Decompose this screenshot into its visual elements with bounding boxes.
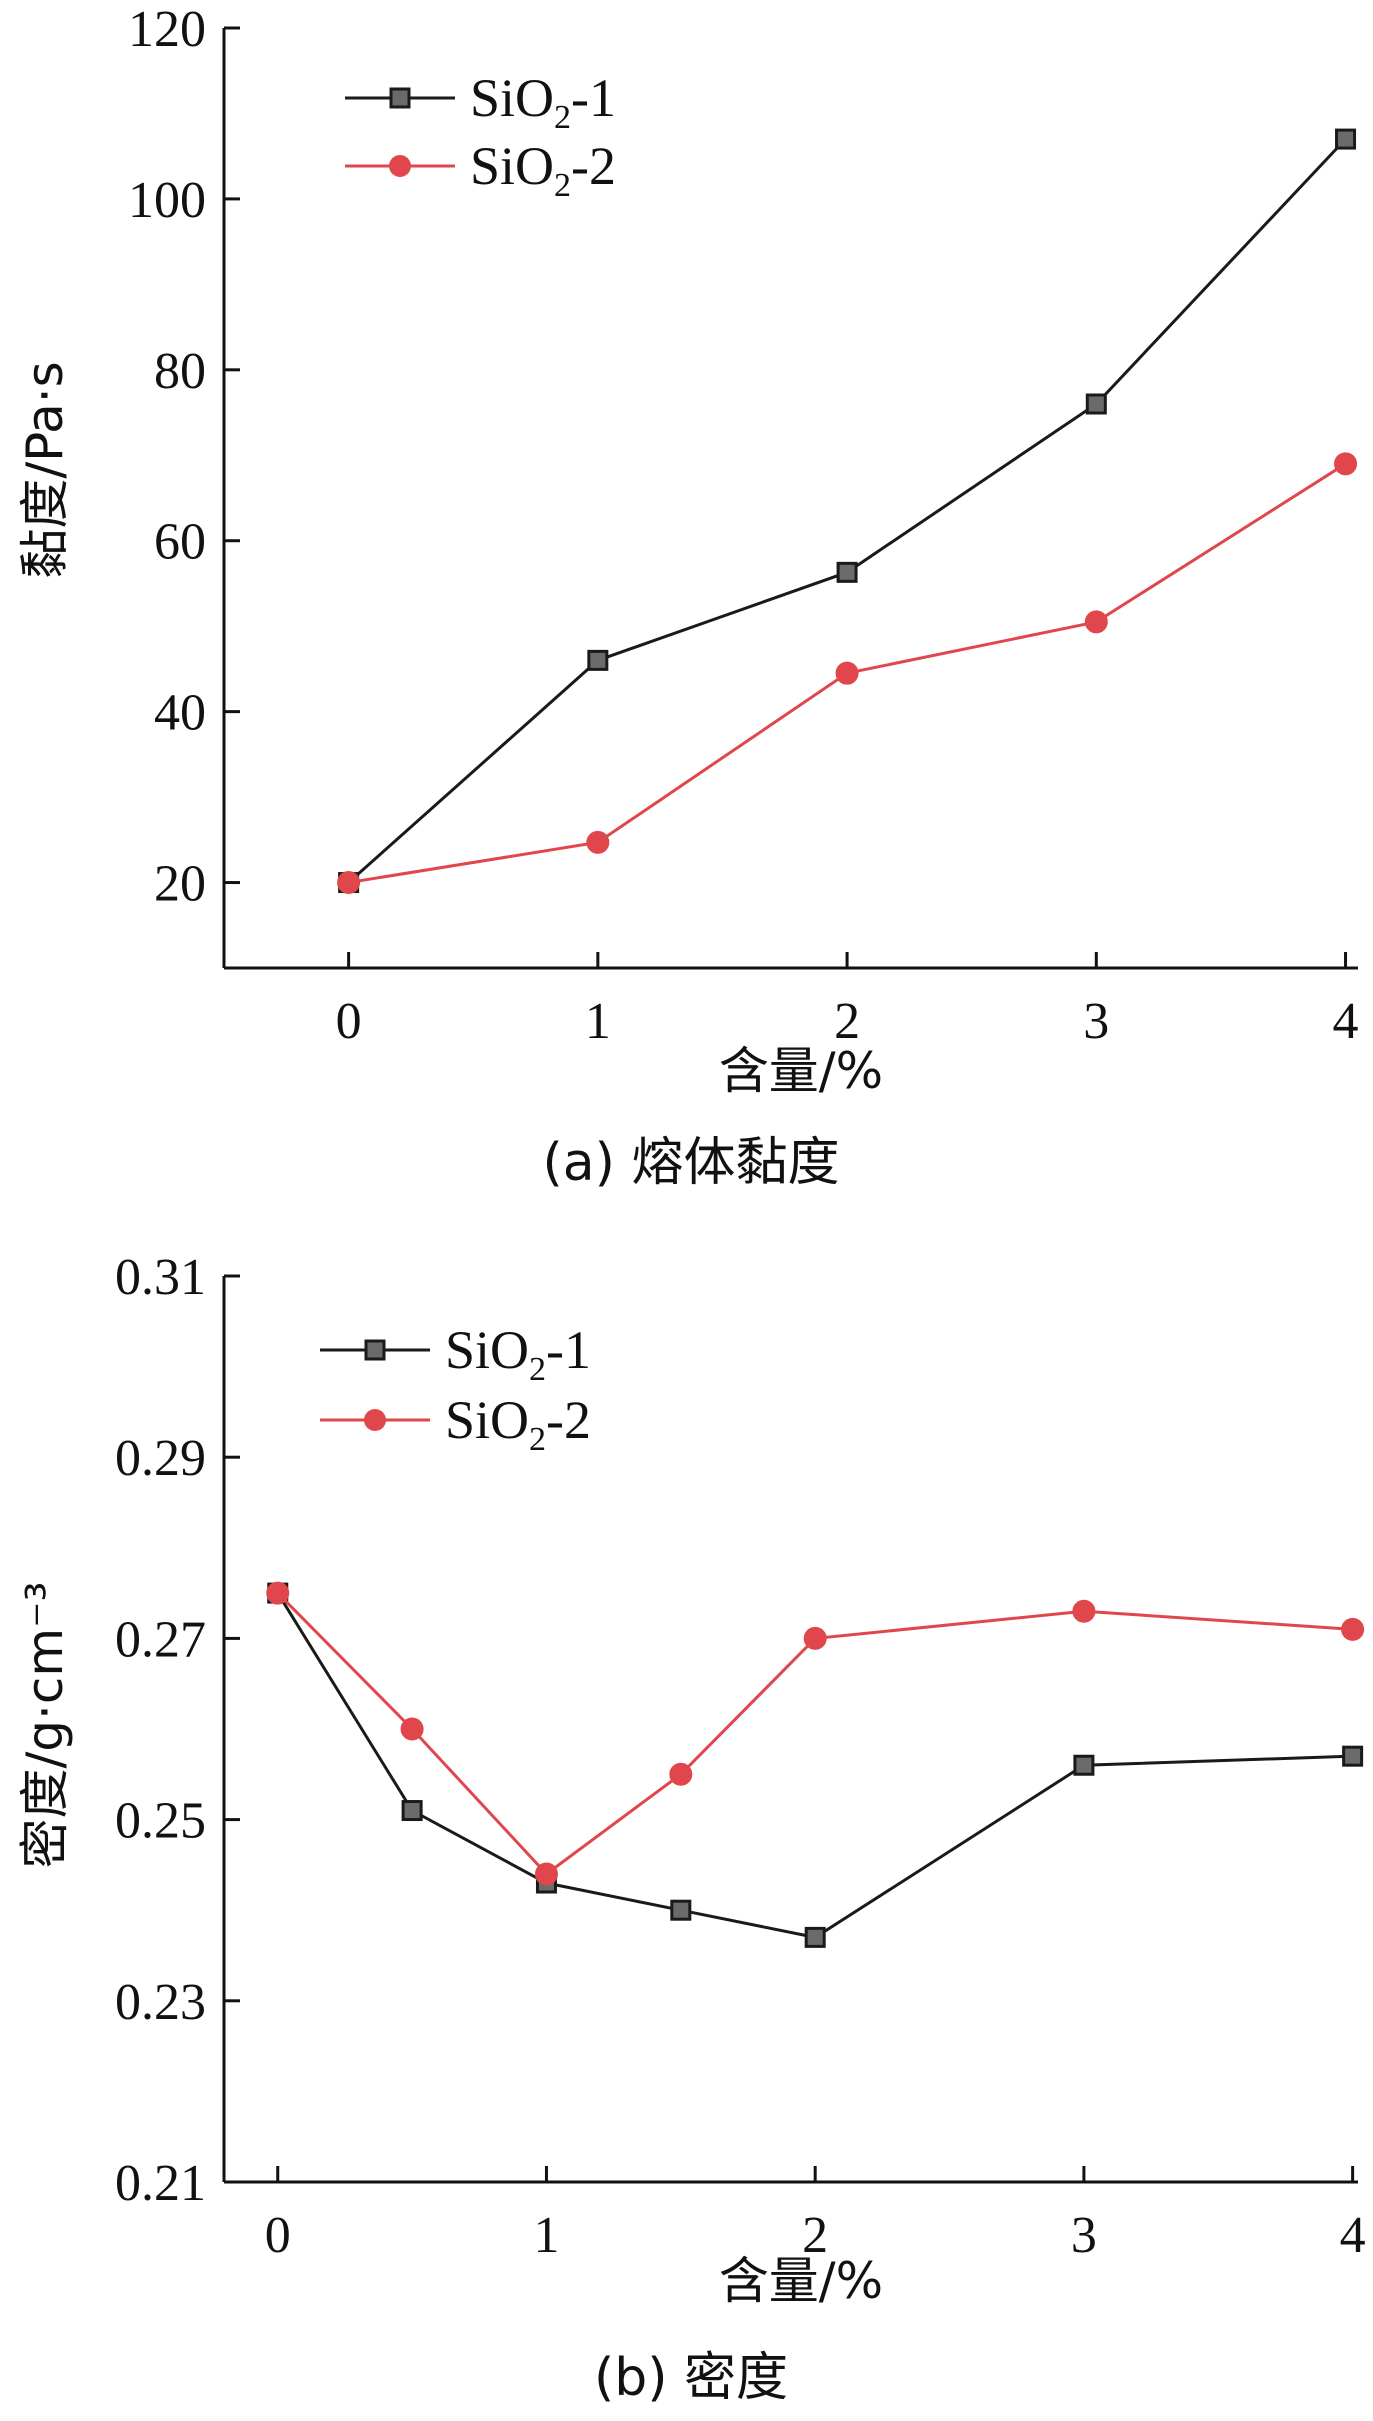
x-axis-title: 含量/% — [719, 2252, 883, 2310]
legend-label-suffix: -1 — [571, 68, 616, 128]
data-point-series-2 — [337, 871, 361, 895]
y-tick-label: 0.25 — [115, 1793, 206, 1850]
data-point-series-2 — [1084, 610, 1108, 634]
legend-label-subscript: 2 — [554, 99, 571, 136]
legend-marker — [389, 155, 411, 177]
y-axis-title: 黏度/Pa·s — [16, 361, 74, 578]
data-point-series-2 — [1341, 1617, 1365, 1641]
legend-label-base: SiO — [445, 1320, 529, 1380]
data-point-series-1 — [1342, 1745, 1364, 1767]
chart-caption: (b) 密度 — [594, 2348, 788, 2408]
legend-entry-1: SiO2-1 — [345, 68, 616, 136]
data-point-series-1 — [836, 561, 858, 583]
x-tick-label: 4 — [1340, 2207, 1366, 2264]
series-line-1 — [347, 138, 1347, 884]
y-tick-label: 100 — [128, 172, 206, 229]
legend-marker — [364, 1409, 386, 1431]
data-point-series-2 — [266, 1581, 290, 1605]
y-tick-label: 0.21 — [115, 2155, 206, 2212]
legend-label: SiO2-1 — [470, 68, 616, 136]
data-point-series-2 — [1334, 452, 1358, 476]
chart-density: 0.21 0.23 0.25 0.27 0.29 0.31 0 1 2 3 4 含量/% 密度/g·cm… — [16, 1249, 1366, 2408]
legend-label-subscript: 2 — [529, 1351, 546, 1388]
x-tick-label: 3 — [1083, 993, 1109, 1050]
x-tick-label: 3 — [1071, 2207, 1097, 2264]
legend-label-base: SiO — [470, 68, 554, 128]
legend-entry-2: SiO2-2 — [320, 1390, 591, 1458]
y-tick-label: 0.31 — [115, 1249, 206, 1306]
x-axis-title: 含量/% — [719, 1042, 883, 1100]
y-tick-label: 80 — [154, 343, 206, 400]
legend-label-suffix: -2 — [546, 1390, 591, 1450]
legend-label-suffix: -1 — [546, 1320, 591, 1380]
data-point-series-1 — [1085, 393, 1107, 415]
y-tick-label: 120 — [128, 1, 206, 58]
data-point-series-1 — [1073, 1754, 1095, 1776]
legend-label-subscript: 2 — [554, 167, 571, 204]
legend-label-base: SiO — [470, 136, 554, 196]
legend-entry-1: SiO2-1 — [320, 1320, 591, 1388]
data-point-series-2 — [534, 1862, 558, 1886]
x-tick-label: 2 — [802, 2207, 828, 2264]
y-tick-label: 60 — [154, 514, 206, 571]
legend-label-suffix: -2 — [571, 136, 616, 196]
data-point-series-2 — [1072, 1599, 1096, 1623]
data-point-series-2 — [669, 1762, 693, 1786]
y-tick-label: 20 — [154, 856, 206, 913]
y-tick-label: 0.29 — [115, 1430, 206, 1487]
x-tick-label: 0 — [336, 993, 362, 1050]
x-tick-label: 1 — [533, 2207, 559, 2264]
legend-label-subscript: 2 — [529, 1421, 546, 1458]
x-tick-label: 0 — [265, 2207, 291, 2264]
y-axis-title: 密度/g·cm⁻³ — [16, 1581, 74, 1868]
x-tick-label: 4 — [1333, 993, 1359, 1050]
legend-label-base: SiO — [445, 1390, 529, 1450]
chart-caption: (a) 熔体黏度 — [543, 1133, 840, 1193]
legend-label: SiO2-2 — [470, 136, 616, 204]
data-point-series-1 — [401, 1800, 423, 1822]
data-point-series-2 — [803, 1626, 827, 1650]
data-point-series-2 — [586, 830, 610, 854]
data-point-series-1 — [587, 649, 609, 671]
y-tick-label: 40 — [154, 685, 206, 742]
x-tick-label: 2 — [834, 993, 860, 1050]
legend-label: SiO2-1 — [445, 1320, 591, 1388]
chart-viscosity: 20 40 60 80 100 120 0 1 2 3 4 含量/% 黏度/Pa·s (a) 熔体黏度 Si… — [16, 1, 1359, 1193]
y-tick-label: 0.27 — [115, 1611, 206, 1668]
legend-label: SiO2-2 — [445, 1390, 591, 1458]
legend-marker — [364, 1339, 386, 1361]
data-point-series-2 — [400, 1717, 424, 1741]
y-tick-label: 0.23 — [115, 1974, 206, 2031]
data-point-series-1 — [1335, 128, 1357, 150]
data-point-series-1 — [804, 1926, 826, 1948]
legend-marker — [389, 87, 411, 109]
data-point-series-2 — [835, 661, 859, 685]
data-point-series-1 — [670, 1899, 692, 1921]
x-tick-label: 1 — [585, 993, 611, 1050]
legend-entry-2: SiO2-2 — [345, 136, 616, 204]
